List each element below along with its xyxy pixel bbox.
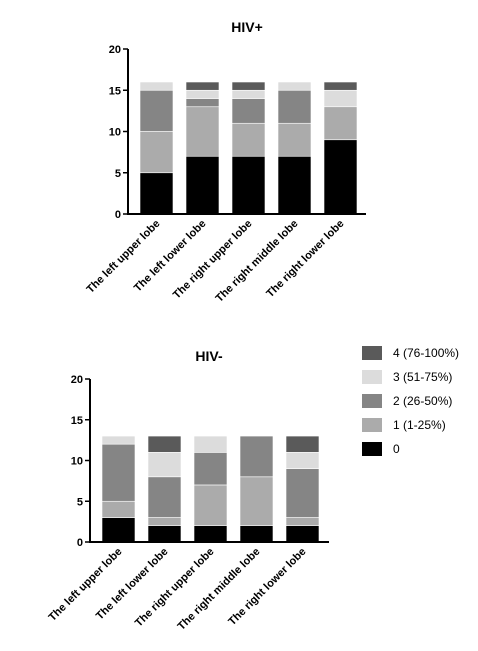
- chart-title: HIV+: [231, 19, 263, 35]
- bar-segment: [193, 435, 228, 453]
- bar-segment: [147, 452, 182, 478]
- y-tick-label: 10: [109, 127, 121, 139]
- y-tick-label: 15: [71, 415, 83, 427]
- bar-segment: [147, 435, 182, 453]
- legend-swatch: [362, 442, 382, 456]
- y-tick-label: 0: [115, 209, 121, 221]
- x-tick-label: The left upper lobe: [85, 218, 163, 296]
- y-tick-label: 10: [71, 456, 83, 468]
- bar-segment: [239, 476, 274, 526]
- bar-segment: [139, 172, 174, 215]
- bar-segment: [239, 525, 274, 543]
- bar-segment: [285, 468, 320, 518]
- bar-segment: [101, 500, 136, 518]
- legend: 4 (76-100%) 3 (51-75%) 2 (26-50%) 1 (1-25%)…: [362, 346, 459, 456]
- y-tick-label: 20: [71, 374, 83, 386]
- bar-segment: [231, 122, 266, 157]
- legend-label: 1 (1-25%): [393, 418, 446, 432]
- bar-segment: [101, 443, 136, 502]
- legend-swatch: [362, 346, 382, 360]
- bar-segment: [231, 155, 266, 215]
- bar-segment: [323, 139, 358, 215]
- bar-segment: [193, 452, 228, 486]
- legend-label: 4 (76-100%): [393, 346, 459, 360]
- bar-segment: [277, 155, 312, 215]
- bar-segment: [139, 81, 174, 91]
- bar-segment: [185, 155, 220, 215]
- bar-segment: [285, 435, 320, 453]
- legend-swatch: [362, 370, 382, 384]
- bar-segment: [139, 89, 174, 132]
- legend-label: 0: [393, 442, 400, 456]
- bar-segment: [147, 525, 182, 543]
- legend-swatch: [362, 418, 382, 432]
- x-tick-label: The left upper lobe: [47, 546, 125, 624]
- y-tick-label: 5: [115, 168, 121, 180]
- bar-segment: [185, 106, 220, 157]
- legend-label: 2 (26-50%): [393, 394, 452, 408]
- bar-segment: [185, 89, 220, 99]
- y-tick-label: 5: [77, 496, 83, 508]
- bar-segment: [231, 81, 266, 91]
- bar-segment: [101, 517, 136, 543]
- bar-segment: [139, 131, 174, 174]
- bar-segment: [193, 525, 228, 543]
- y-tick-label: 15: [109, 85, 121, 97]
- x-tick-label: The right lower lobe: [226, 546, 308, 628]
- bar-segment: [239, 435, 274, 478]
- bar-segment: [231, 98, 266, 124]
- x-tick-label: The right lower lobe: [264, 218, 346, 300]
- bar-segment: [101, 435, 136, 445]
- bar-segment: [285, 525, 320, 543]
- bar-segment: [193, 484, 228, 527]
- x-tick-label: The right middle lobe: [175, 546, 262, 633]
- bar-segment: [285, 452, 320, 469]
- legend-swatch: [362, 394, 382, 408]
- bar-segment: [147, 517, 182, 526]
- bar-segment: [231, 89, 266, 99]
- x-tick-label: The right upper lobe: [133, 546, 217, 630]
- y-tick-label: 20: [109, 44, 121, 56]
- bar-segment: [185, 81, 220, 91]
- bar-segment: [277, 122, 312, 157]
- bar-segment: [323, 89, 358, 108]
- bar-segment: [147, 476, 182, 518]
- x-tick-label: The right upper lobe: [171, 218, 255, 302]
- bar-segment: [323, 81, 358, 91]
- bar-segment: [277, 89, 312, 124]
- bar-segment: [323, 106, 358, 141]
- bar-segment: [285, 517, 320, 526]
- bar-segment: [277, 81, 312, 91]
- legend-label: 3 (51-75%): [393, 370, 452, 384]
- y-tick-label: 0: [77, 537, 83, 549]
- bar-segment: [185, 98, 220, 108]
- chart-title: HIV-: [195, 348, 223, 364]
- x-tick-label: The right middle lobe: [213, 218, 300, 305]
